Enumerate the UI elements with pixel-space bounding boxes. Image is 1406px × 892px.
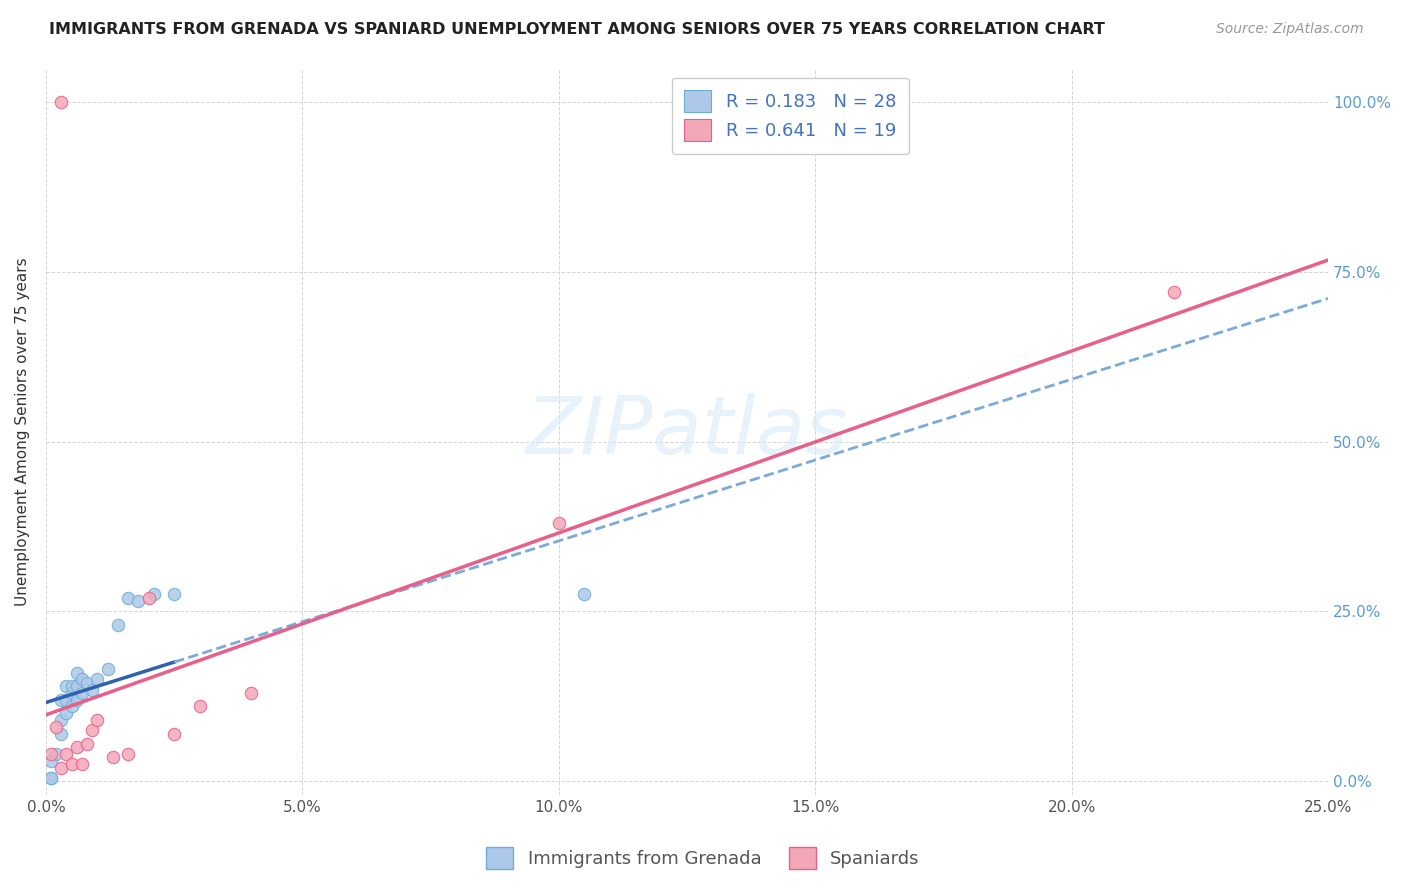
Legend: R = 0.183   N = 28, R = 0.641   N = 19: R = 0.183 N = 28, R = 0.641 N = 19 — [672, 78, 908, 154]
Point — [39, 771, 62, 785]
Point — [70, 757, 93, 772]
Point — [142, 587, 165, 601]
Point — [55, 692, 77, 706]
Point — [127, 594, 149, 608]
Point — [66, 665, 89, 680]
Point — [55, 706, 77, 721]
Point — [55, 679, 77, 693]
Point — [39, 747, 62, 761]
Point — [51, 726, 73, 740]
Point — [574, 587, 596, 601]
Point — [55, 747, 77, 761]
Point — [96, 662, 118, 676]
Point — [117, 747, 139, 761]
Point — [39, 754, 62, 768]
Point — [51, 713, 73, 727]
Text: ZIPatlas: ZIPatlas — [526, 392, 848, 471]
Point — [60, 757, 83, 772]
Point — [76, 737, 98, 751]
Point — [70, 686, 93, 700]
Point — [60, 699, 83, 714]
Text: IMMIGRANTS FROM GRENADA VS SPANIARD UNEMPLOYMENT AMONG SENIORS OVER 75 YEARS COR: IMMIGRANTS FROM GRENADA VS SPANIARD UNEM… — [49, 22, 1105, 37]
Point — [188, 699, 211, 714]
Point — [66, 679, 89, 693]
Legend: Immigrants from Grenada, Spaniards: Immigrants from Grenada, Spaniards — [478, 838, 928, 879]
Text: Source: ZipAtlas.com: Source: ZipAtlas.com — [1216, 22, 1364, 37]
Point — [70, 673, 93, 687]
Point — [39, 771, 62, 785]
Point — [101, 750, 124, 764]
Point — [86, 673, 108, 687]
Point — [60, 686, 83, 700]
Point — [60, 679, 83, 693]
Point — [76, 675, 98, 690]
Point — [1163, 285, 1185, 300]
Point — [51, 760, 73, 774]
Point — [86, 713, 108, 727]
Point — [240, 686, 263, 700]
Point — [163, 587, 186, 601]
Point — [117, 591, 139, 605]
Point — [82, 723, 104, 738]
Point — [45, 747, 67, 761]
Point — [45, 720, 67, 734]
Point — [51, 692, 73, 706]
Point — [107, 618, 129, 632]
Point — [138, 591, 160, 605]
Y-axis label: Unemployment Among Seniors over 75 years: Unemployment Among Seniors over 75 years — [15, 257, 30, 606]
Point — [547, 516, 569, 531]
Point — [163, 726, 186, 740]
Point — [66, 740, 89, 755]
Point — [66, 692, 89, 706]
Point — [82, 682, 104, 697]
Point — [51, 95, 73, 110]
